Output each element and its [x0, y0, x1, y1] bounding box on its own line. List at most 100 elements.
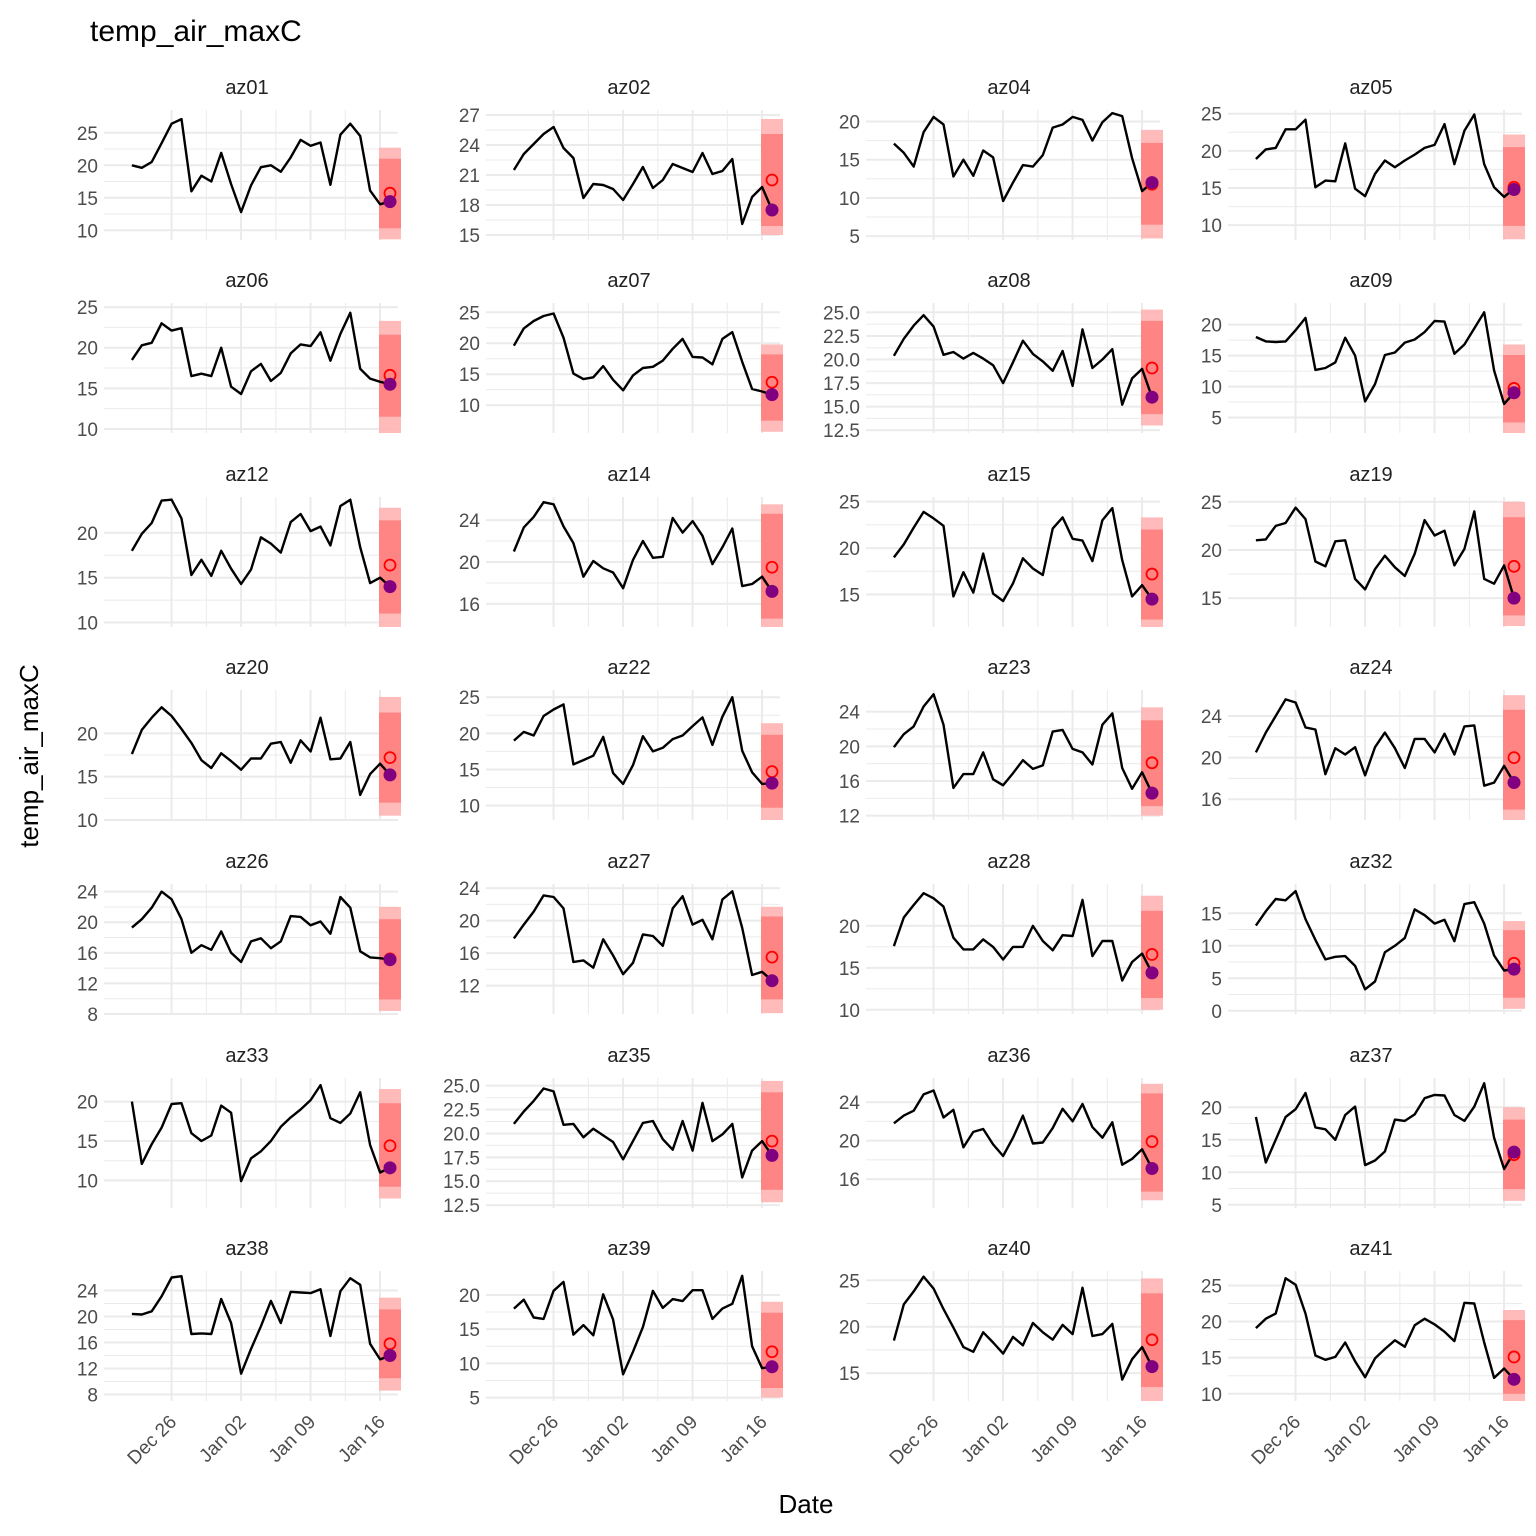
series-line	[130, 706, 391, 797]
facet-panel-az38: az38 8 12 16 20 24 Dec 26 Jan 02 Jan 09 Jan 16	[77, 1238, 401, 1469]
y-tick-label: 15	[839, 151, 860, 172]
y-tick-label: 25	[839, 1271, 860, 1292]
series-line	[513, 1274, 773, 1376]
y-tick-label: 20	[839, 917, 860, 938]
x-tick-label: Jan 02	[1319, 1412, 1374, 1467]
y-tick-label: 25	[459, 688, 480, 709]
y-tick-label: 24	[77, 883, 99, 904]
series-line	[512, 501, 773, 593]
y-tick-label: 10	[459, 1354, 480, 1375]
observed-point	[383, 195, 397, 209]
y-tick-label: 12.5	[823, 421, 860, 442]
observed-point	[383, 1349, 397, 1362]
forecast-point	[1145, 567, 1159, 581]
y-tick-label: 20	[839, 1318, 860, 1339]
facet-panel-az35: az35 12.5 15.0 17.5 20.022.5 25.0	[443, 1045, 783, 1217]
facet-panel-az40: az40 15 20 25 Dec 26 Jan 02 Jan 09 Jan 16	[839, 1238, 1163, 1469]
facet-strip-label: az35	[607, 1045, 650, 1067]
observed-point	[765, 776, 779, 790]
x-tick-label: Jan 09	[265, 1412, 320, 1467]
facet-strip-label: az41	[1349, 1238, 1392, 1260]
facet-panel-az33: az33 10 15 20	[77, 1045, 401, 1208]
forecast-point	[1507, 1350, 1521, 1364]
observed-point	[1145, 592, 1159, 606]
y-tick-label: 15	[77, 569, 98, 590]
y-tick-label: 20	[839, 112, 860, 133]
forecast-inner-band	[379, 520, 401, 614]
forecast-point	[1507, 559, 1521, 573]
y-tick-label: 5	[849, 227, 860, 248]
y-tick-label: 15	[77, 768, 98, 789]
y-tick-label: 27	[459, 106, 480, 127]
y-tick-label: 20	[839, 539, 860, 560]
y-tick-label: 10	[1201, 378, 1222, 399]
y-tick-label: 5	[1211, 1196, 1222, 1217]
facet-strip-label: az40	[987, 1238, 1030, 1260]
facet-strip-label: az36	[987, 1045, 1030, 1067]
observed-point	[383, 768, 397, 782]
facet-strip-label: az28	[987, 851, 1030, 873]
forecast-inner-band	[761, 1092, 783, 1190]
y-tick-label: 25	[1201, 493, 1222, 514]
x-tick-label: Dec 26	[506, 1412, 563, 1469]
y-tick-label: 25	[77, 298, 98, 319]
facet-panel-az07: az07 10 15 20 25	[459, 270, 783, 433]
observed-point	[1145, 1360, 1159, 1374]
y-tick-label: 15.0	[443, 1172, 480, 1193]
observed-point	[383, 580, 397, 594]
facet-strip-label: az19	[1349, 464, 1392, 486]
y-tick-label: 10	[77, 221, 98, 242]
facet-panel-az05: az05 10 15 20 25	[1201, 77, 1525, 240]
x-tick-label: Jan 16	[1096, 1412, 1151, 1467]
facet-strip-label: az14	[607, 464, 650, 486]
forecast-inner-band	[379, 158, 401, 229]
y-tick-label: 16	[459, 595, 480, 616]
observed-point	[1145, 786, 1159, 800]
series-line	[1255, 1277, 1515, 1381]
y-tick-label: 20	[1201, 1313, 1222, 1334]
forecast-point	[765, 950, 779, 964]
x-tick-label: Jan 02	[577, 1412, 632, 1467]
y-tick-label: 17.5	[443, 1148, 480, 1169]
forecast-inner-band	[1141, 910, 1163, 999]
y-tick-label: 8	[87, 1005, 98, 1026]
y-tick-label: 15	[77, 1132, 98, 1153]
y-tick-label: 10	[839, 189, 860, 210]
y-tick-label: 17.5	[823, 374, 860, 395]
facet-strip-label: az15	[987, 464, 1030, 486]
forecast-point	[1145, 1333, 1159, 1347]
observed-point	[1145, 390, 1159, 404]
y-tick-label: 10	[459, 396, 480, 417]
observed-point	[1507, 386, 1521, 400]
y-tick-label: 15	[1201, 179, 1222, 200]
facet-panel-az23: az23 12 16 20 24	[839, 657, 1163, 828]
facet-panel-az04: az04 5 10 15 20	[839, 77, 1163, 248]
y-tick-label: 20	[77, 724, 98, 745]
facet-strip-label: az37	[1349, 1045, 1392, 1067]
y-tick-label: 24	[839, 703, 861, 724]
y-tick-label: 25	[839, 493, 860, 514]
forecast-inner-band	[761, 734, 783, 808]
forecast-inner-band	[379, 1309, 401, 1379]
facet-panel-az41: az41 10 15 20 25 Dec 26 Jan 02 Jan 09 Jan 16	[1201, 1238, 1525, 1469]
y-tick-label: 24	[459, 879, 481, 900]
forecast-inner-band	[761, 1312, 783, 1388]
facet-panel-az15: az15 15 20 25	[839, 464, 1163, 627]
series-line	[512, 890, 773, 982]
y-tick-label: 5	[1211, 409, 1222, 430]
forecast-inner-band	[379, 712, 401, 803]
y-tick-label: 20	[839, 1132, 860, 1153]
y-tick-label: 18	[459, 196, 480, 217]
x-tick-label: Jan 16	[716, 1412, 771, 1467]
series-line	[1254, 698, 1516, 787]
y-tick-label: 25.0	[443, 1077, 480, 1098]
y-tick-label: 20	[1201, 142, 1222, 163]
y-axis-title: temp_air_maxC	[14, 664, 44, 848]
forecast-point	[1145, 1135, 1159, 1148]
facet-panel-az06: az06 10 15 20 25	[77, 270, 401, 441]
observed-point	[1507, 776, 1521, 790]
x-tick-label: Jan 02	[195, 1412, 250, 1467]
y-tick-label: 20	[1201, 749, 1222, 770]
y-tick-label: 20	[77, 524, 98, 545]
forecast-point	[1145, 948, 1159, 961]
